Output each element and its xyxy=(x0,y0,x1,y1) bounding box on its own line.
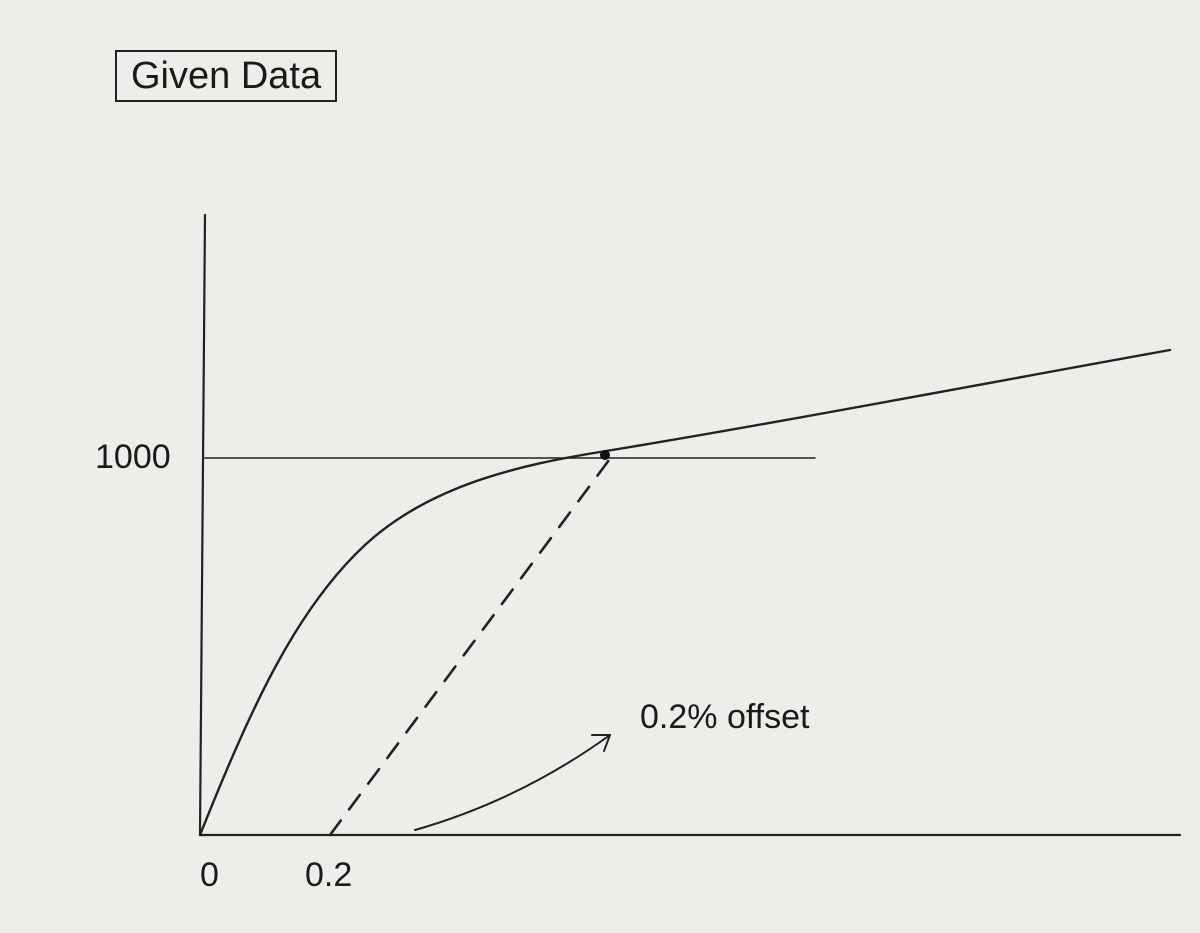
yield-point-marker xyxy=(600,450,610,460)
offset-line xyxy=(330,452,615,835)
origin-label: 0 xyxy=(200,858,219,892)
stress-strain-curve xyxy=(200,350,1170,835)
offset-annotation-label: 0.2% offset xyxy=(640,700,810,734)
x-tick-label-0-2: 0.2 xyxy=(305,858,352,892)
y-tick-label-1000: 1000 xyxy=(95,440,171,474)
y-axis xyxy=(200,215,205,835)
page: Given Data 1000 0 0.2 0.2% offset xyxy=(0,0,1200,933)
diagram-svg xyxy=(0,0,1200,933)
annotation-arrow xyxy=(415,735,610,830)
